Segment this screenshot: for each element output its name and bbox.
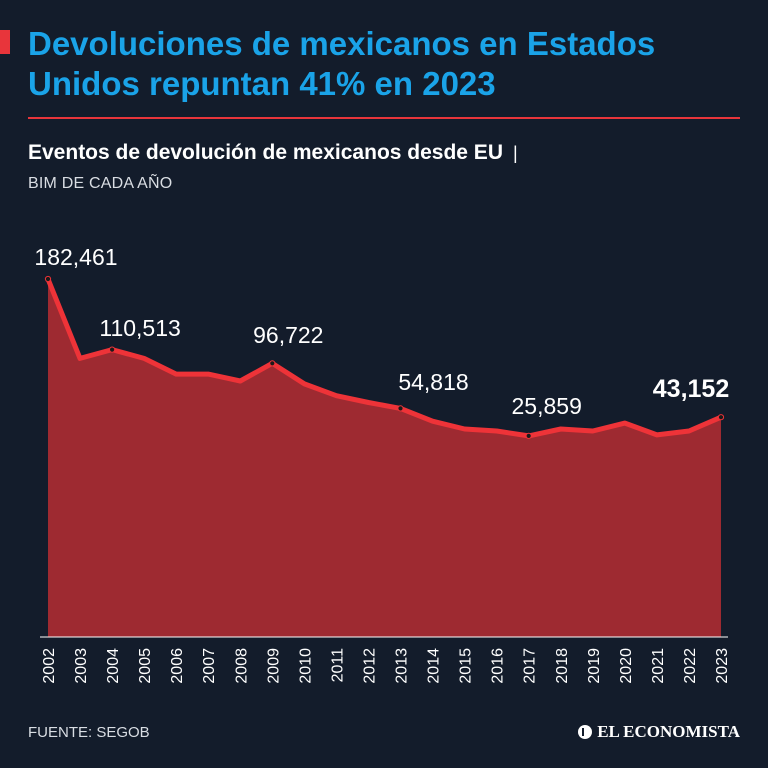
publisher-logo: EL ECONOMISTA xyxy=(578,722,740,742)
data-label-2009: 96,722 xyxy=(253,322,323,348)
x-tick-label-2004: 2004 xyxy=(105,648,122,684)
x-tick-label-2005: 2005 xyxy=(137,648,154,684)
logo-icon xyxy=(578,725,593,739)
marker-layer xyxy=(44,275,725,439)
x-tick-label-2023: 2023 xyxy=(714,648,731,684)
area-fill xyxy=(48,279,721,637)
x-tick-label-2020: 2020 xyxy=(618,648,635,684)
x-tick-label-2019: 2019 xyxy=(586,648,603,684)
x-tick-label-2021: 2021 xyxy=(650,648,667,684)
data-point-marker-2004 xyxy=(109,346,116,353)
x-tick-label-2003: 2003 xyxy=(73,648,90,684)
x-tick-label-2012: 2012 xyxy=(362,648,379,684)
x-tick-label-2002: 2002 xyxy=(41,648,58,684)
x-tick-label-2011: 2011 xyxy=(329,648,346,683)
data-label-2013: 54,818 xyxy=(398,369,468,395)
data-label-2017: 25,859 xyxy=(512,393,582,419)
x-tick-label-2008: 2008 xyxy=(233,648,250,684)
label-layer: 182,461 110,513 96,722 54,818 25,859 43,152 xyxy=(34,244,729,419)
x-axis: 2002 2003 2004 2005 2006 2007 2008 2009 2010 2011… xyxy=(40,636,731,684)
x-tick-label-2018: 2018 xyxy=(554,648,571,684)
data-label-2004: 110,513 xyxy=(99,315,180,341)
data-point-marker-2013 xyxy=(397,405,404,412)
x-tick-label-2016: 2016 xyxy=(490,648,507,684)
series-line xyxy=(45,276,724,439)
x-tick-label-2010: 2010 xyxy=(297,648,314,684)
area-layer xyxy=(48,279,721,637)
unit-label: BIM DE CADA AÑO xyxy=(28,175,173,192)
accent-bar xyxy=(0,30,10,54)
x-tick-label-2015: 2015 xyxy=(458,648,475,684)
line-layer xyxy=(45,276,724,439)
data-label-2023: 43,152 xyxy=(653,375,729,403)
x-tick-label-2017: 2017 xyxy=(522,648,539,684)
data-label-2002: 182,461 xyxy=(34,244,117,270)
data-point-marker-2017 xyxy=(525,432,532,439)
x-tick-label-2022: 2022 xyxy=(682,648,699,684)
logo-text: EL ECONOMISTA xyxy=(597,722,740,741)
chart-subtitle: Eventos de devolución de mexicanos desde… xyxy=(28,141,518,165)
title-divider xyxy=(28,117,740,119)
source-note: FUENTE: SEGOB xyxy=(28,724,150,741)
x-tick-label-2006: 2006 xyxy=(169,648,186,684)
data-point-marker-2009 xyxy=(269,360,276,367)
data-point-marker-2023 xyxy=(717,414,725,421)
subtitle-separator: | xyxy=(512,143,518,163)
subtitle-text: Eventos de devolución de mexicanos desde… xyxy=(28,141,503,164)
x-tick-label-2007: 2007 xyxy=(201,648,218,684)
x-tick-label-2009: 2009 xyxy=(265,648,282,684)
chart-title: Devoluciones de mexicanos en Estados Uni… xyxy=(28,25,656,102)
x-tick-label-2013: 2013 xyxy=(394,648,411,684)
data-point-marker-2002 xyxy=(44,275,52,283)
x-tick-label-2014: 2014 xyxy=(426,648,443,684)
